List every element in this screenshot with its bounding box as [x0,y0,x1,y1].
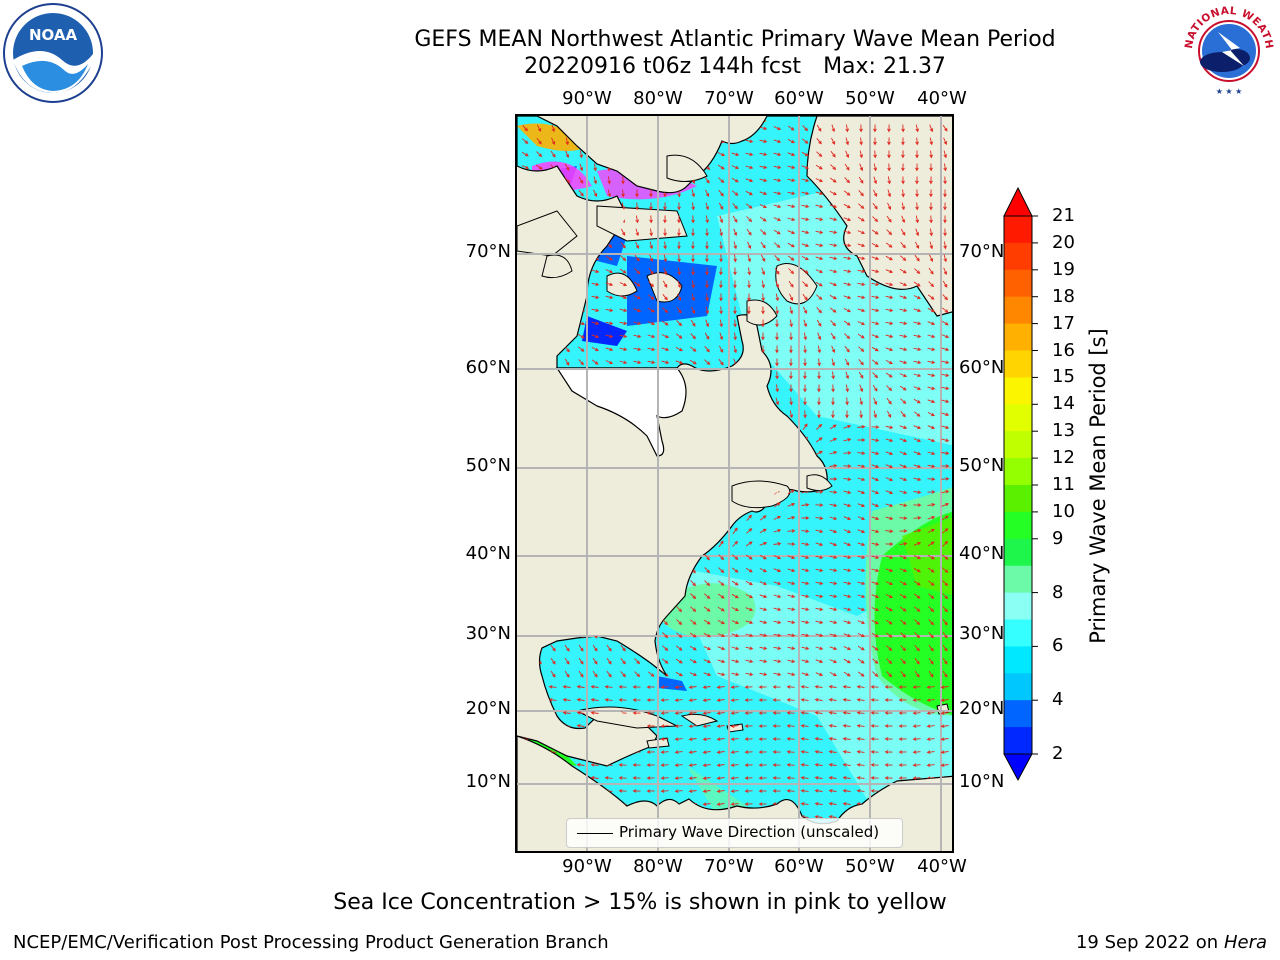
svg-text:★ ★ ★: ★ ★ ★ [1216,87,1243,96]
lon-label-bottom-80w: 80°W [633,856,683,877]
colorbar-tick-label: 10 [1052,500,1075,522]
noaa-logo-text: NOAA [29,26,78,44]
lat-label-left-20n: 20°N [465,698,511,719]
legend-line-swatch [577,833,613,834]
lon-label-top-80w: 80°W [633,88,683,109]
lon-label-top-60w: 60°W [774,88,824,109]
legend-label: Primary Wave Direction (unscaled) [619,823,880,841]
lat-label-right-50n: 50°N [959,455,1005,476]
colorbar-tick-label: 4 [1052,689,1064,711]
lon-label-top-90w: 90°W [562,88,612,109]
lat-label-left-40n: 40°N [465,543,511,564]
colorbar-tick-label: 20 [1052,231,1075,253]
lat-label-left-50n: 50°N [465,455,511,476]
colorbar-cell [1004,404,1032,432]
colorbar-cell [1004,458,1032,486]
map-canvas [517,116,952,851]
footer-branch: NCEP/EMC/Verification Post Processing Pr… [13,932,609,953]
lat-label-left-30n: 30°N [465,623,511,644]
colorbar-cell [1004,377,1032,405]
colorbar-cell [1004,296,1032,325]
colorbar-cell [1004,269,1032,298]
sea-ice-yellow [517,123,587,151]
footer-date: 19 Sep 2022 on Hera [1076,932,1267,953]
colorbar-tick-label: 14 [1052,393,1075,415]
colorbar-cell [1004,673,1032,701]
lon-label-bottom-40w: 40°W [917,856,967,877]
colorbar-cell [1004,727,1032,755]
colorbar-tick-label: 15 [1052,366,1075,388]
lat-label-right-60n: 60°N [959,357,1005,378]
colorbar-tick-label: 17 [1052,312,1075,334]
lat-label-left-70n: 70°N [465,241,511,262]
lon-label-bottom-60w: 60°W [774,856,824,877]
colorbar-over-triangle [1003,186,1033,217]
colorbar-cell [1004,619,1032,647]
noaa-logo: NOAA [3,3,103,103]
arctic-islands [517,154,950,749]
colorbar-tick-label: 19 [1052,258,1075,280]
lat-label-left-10n: 10°N [465,771,511,792]
lat-label-right-40n: 40°N [959,543,1005,564]
lon-label-top-40w: 40°W [917,88,967,109]
chart-subtitle-run: 20220916 t06z 144h fcst Max: 21.37 [300,54,1170,80]
colorbar-cell [1004,350,1032,378]
map-legend: Primary Wave Direction (unscaled) [566,818,903,848]
colorbar-tick-label: 21 [1052,205,1075,226]
graticule [517,116,952,851]
colorbar-tick-label: 11 [1052,474,1075,495]
lat-label-right-10n: 10°N [959,771,1005,792]
colorbar-tick-label: 13 [1052,420,1075,442]
run-info: 20220916 t06z 144h fcst [524,54,802,79]
lon-label-bottom-70w: 70°W [704,856,754,877]
lat-label-right-70n: 70°N [959,241,1005,262]
coastlines [517,116,952,851]
colorbar-tick-label: 12 [1052,447,1075,469]
greenland-land [806,116,952,317]
lat-label-right-30n: 30°N [959,623,1005,644]
colorbar-cell [1004,431,1032,459]
lat-label-left-60n: 60°N [465,357,511,378]
lon-label-top-70w: 70°W [704,88,754,109]
lon-label-bottom-90w: 90°W [562,856,612,877]
map-panel [515,114,954,853]
colorbar-tick-label: 18 [1052,285,1075,307]
nws-logo: NATIONAL WEATHER SERVICE ★ ★ ★ [1178,0,1278,100]
colorbar-cell [1004,511,1032,540]
colorbar-cell [1004,592,1032,620]
lat-label-right-20n: 20°N [959,698,1005,719]
max-value: Max: 21.37 [823,54,946,79]
colorbar-under-triangle [1003,753,1033,782]
colorbar-cell [1004,646,1032,674]
lon-label-top-50w: 50°W [845,88,895,109]
colorbar-cell [1004,216,1032,244]
colorbar-label: Primary Wave Mean Period [s] [1086,328,1110,644]
colorbar-cell [1004,242,1032,271]
footer-host: Hera [1223,932,1267,953]
colorbar-cell [1004,700,1032,728]
chart-title: GEFS MEAN Northwest Atlantic Primary Wav… [414,27,1056,52]
colorbar-cell [1004,485,1032,513]
colorbar-tick-label: 8 [1052,581,1064,603]
colorbar-cell [1004,323,1032,351]
colorbar-tick-label: 9 [1052,527,1064,549]
footer-date-text: 19 Sep 2022 on [1075,932,1219,953]
colorbar-cell [1004,565,1032,594]
colorbar-tick-label: 16 [1052,339,1075,361]
colorbar-cell [1004,538,1032,567]
sea-ice-note: Sea Ice Concentration > 15% is shown in … [333,890,947,915]
colorbar-tick-label: 6 [1052,635,1064,657]
lon-label-bottom-50w: 50°W [845,856,895,877]
hudson-bay-land [557,368,686,456]
colorbar-tick-label: 2 [1052,743,1064,764]
colorbar [1003,186,1038,782]
